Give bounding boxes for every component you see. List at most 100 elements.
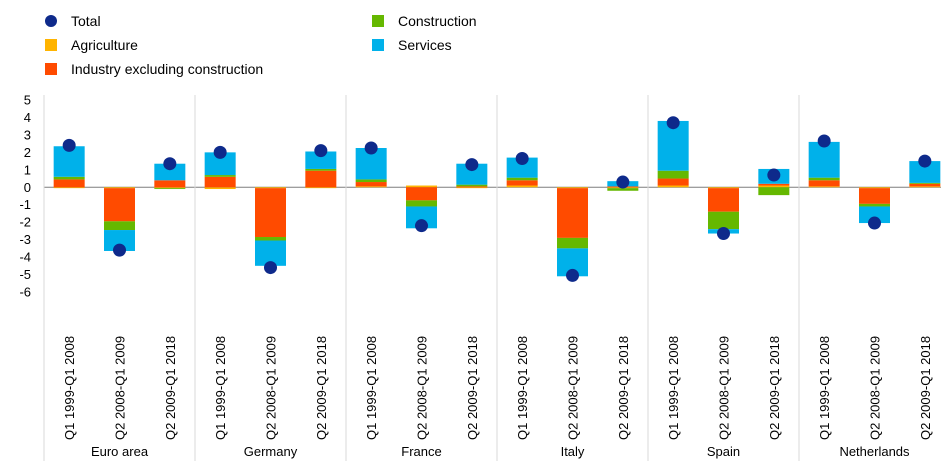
x-tick-label: Q2 2008-Q1 2009 (113, 336, 128, 440)
bar-agriculture (305, 187, 337, 189)
bar-construction (657, 170, 689, 179)
bar-construction (909, 182, 941, 184)
bar-agriculture (204, 187, 236, 190)
bar-industry (255, 188, 286, 238)
x-tick-label: Q1 1999-Q1 2008 (817, 336, 832, 440)
bar-agriculture (909, 186, 941, 188)
total-marker (314, 144, 328, 158)
group-label: France (401, 444, 441, 459)
y-tick-label: -5 (19, 267, 31, 282)
bar-construction (456, 184, 488, 187)
total-marker (364, 141, 378, 155)
legend-item-industry: Industry excluding construction (45, 61, 264, 77)
x-tick-label: Q2 2008-Q1 2009 (264, 336, 279, 440)
bar-agriculture (859, 187, 890, 189)
total-marker (163, 157, 177, 171)
bar-construction (355, 179, 387, 183)
bar-construction (506, 177, 538, 181)
legend-item-services: Services (372, 37, 452, 53)
group-label: Germany (244, 444, 298, 459)
x-tick-label: Q1 1999-Q1 2008 (213, 336, 228, 440)
bar-industry (406, 187, 437, 201)
bar-industry (557, 188, 588, 238)
bar-construction (758, 187, 790, 196)
bar-agriculture (708, 187, 739, 189)
bar-services (154, 163, 186, 181)
x-tick-label: Q2 2009-Q1 2018 (314, 336, 329, 440)
total-marker (213, 145, 227, 159)
bar-construction (607, 188, 639, 191)
bar-construction (808, 177, 840, 181)
legend-total-label: Total (71, 13, 101, 29)
legend-industry-swatch-icon (45, 63, 57, 75)
total-marker (767, 168, 781, 182)
x-tick-label: Q1 1999-Q1 2008 (515, 336, 530, 440)
group-label: Netherlands (839, 444, 910, 459)
bar-agriculture (657, 185, 689, 188)
bar-services (305, 151, 337, 169)
legend-industry-label: Industry excluding construction (71, 61, 264, 77)
bar-construction (557, 237, 588, 249)
x-tick-label: Q2 2009-Q1 2018 (767, 336, 782, 440)
bar-construction (708, 211, 739, 230)
bar-agriculture (104, 187, 135, 189)
y-tick-label: 3 (24, 127, 31, 142)
bar-services (104, 230, 135, 251)
x-tick-label: Q2 2009-Q1 2018 (163, 336, 178, 440)
x-tick-label: Q1 1999-Q1 2008 (62, 336, 77, 440)
bar-services (909, 161, 941, 183)
bar-services (657, 120, 689, 171)
bar-agriculture (53, 187, 85, 189)
bar-industry (355, 182, 387, 187)
bar-industry (305, 170, 337, 188)
x-tick-label: Q2 2009-Q1 2018 (616, 336, 631, 440)
bar-industry (909, 183, 941, 187)
y-tick-label: 0 (24, 180, 31, 195)
total-marker (465, 158, 479, 172)
bar-industry (204, 176, 236, 188)
bar-agriculture (808, 186, 840, 188)
total-marker (264, 261, 277, 275)
x-tick-label: Q2 2009-Q1 2018 (918, 336, 933, 440)
total-marker (717, 227, 730, 241)
bar-construction (255, 237, 286, 241)
total-marker (515, 151, 529, 165)
x-tick-label: Q2 2009-Q1 2018 (465, 336, 480, 440)
total-marker (62, 138, 76, 152)
y-tick-label: -6 (19, 285, 31, 300)
bar-agriculture (406, 185, 437, 188)
legend-agriculture-swatch-icon (45, 39, 57, 51)
bar-construction (305, 168, 337, 171)
x-tick-label: Q2 2008-Q1 2009 (415, 336, 430, 440)
legend-services-swatch-icon (372, 39, 384, 51)
bar-construction (204, 175, 236, 177)
legend-services-label: Services (398, 37, 452, 53)
bar-construction (406, 200, 437, 207)
legend-total-marker-icon (45, 15, 57, 27)
bar-services (406, 206, 437, 229)
y-tick-label: 5 (24, 93, 31, 108)
bar-agriculture (154, 187, 186, 189)
bar-agriculture (506, 185, 538, 188)
bar-agriculture (758, 185, 790, 188)
bar-construction (53, 176, 85, 180)
bar-industry (104, 188, 135, 222)
total-marker (666, 116, 680, 130)
bar-construction (859, 203, 890, 207)
bar-services (204, 152, 236, 176)
y-tick-label: -1 (19, 197, 31, 212)
total-marker (817, 134, 831, 148)
bar-services (859, 206, 890, 224)
bar-industry (808, 180, 840, 187)
legend: Total Agriculture Industry excluding con… (0, 0, 941, 90)
total-marker (415, 219, 428, 233)
bar-industry (859, 188, 890, 204)
total-marker (616, 175, 630, 189)
bar-services (456, 163, 488, 185)
bar-agriculture (456, 187, 488, 189)
bar-agriculture (557, 187, 588, 189)
legend-construction-swatch-icon (372, 15, 384, 27)
x-tick-label: Q2 2008-Q1 2009 (717, 336, 732, 440)
group-label: Spain (707, 444, 740, 459)
